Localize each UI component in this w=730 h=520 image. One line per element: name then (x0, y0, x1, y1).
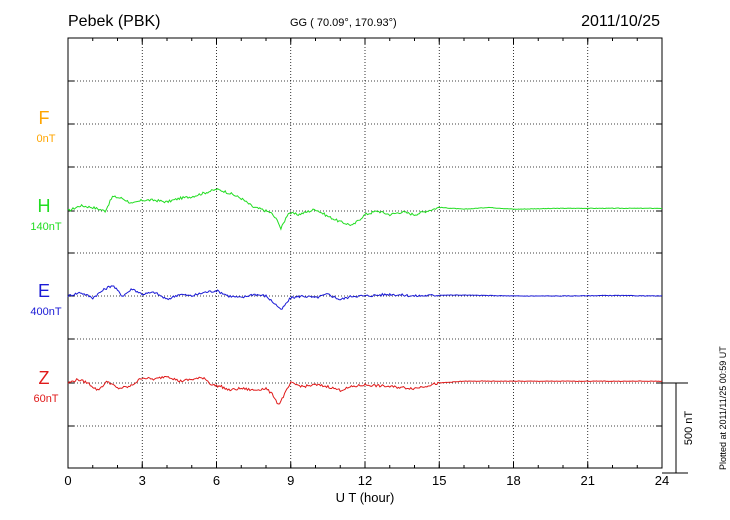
x-tick-label: 18 (506, 473, 520, 488)
x-tick-label: 6 (213, 473, 220, 488)
x-tick-label: 24 (655, 473, 669, 488)
component-letter-e: E (38, 281, 50, 301)
date-label: 2011/10/25 (581, 13, 660, 30)
x-tick-label: 0 (64, 473, 71, 488)
series-line-e (67, 285, 663, 310)
series-line-z (67, 375, 663, 405)
component-baseline-f: 0nT (37, 133, 56, 145)
station-title: Pebek (PBK) (68, 13, 161, 30)
component-letter-h: H (38, 196, 51, 216)
component-baseline-z: 60nT (33, 393, 58, 405)
x-tick-label: 12 (358, 473, 372, 488)
x-tick-label: 9 (287, 473, 294, 488)
x-tick-label: 21 (581, 473, 595, 488)
x-tick-label: 3 (139, 473, 146, 488)
x-tick-label: 15 (432, 473, 446, 488)
component-baseline-h: 140nT (30, 221, 61, 233)
x-axis-title: U T (hour) (336, 490, 395, 505)
component-letter-z: Z (39, 368, 50, 388)
component-letter-f: F (39, 108, 50, 128)
component-baseline-e: 400nT (30, 306, 61, 318)
plotted-timestamp: Plotted at 2011/11/25 00:59 UT (718, 346, 728, 470)
geographic-coordinates: GG ( 70.09°, 170.93°) (290, 17, 397, 29)
series-line-h (67, 188, 663, 231)
scale-bar-label: 500 nT (683, 411, 695, 446)
